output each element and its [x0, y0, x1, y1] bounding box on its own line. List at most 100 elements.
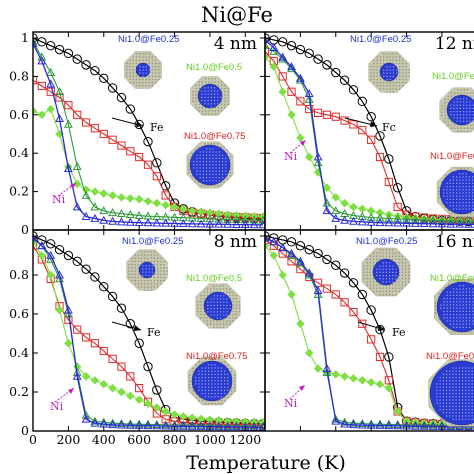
atom-dot [466, 111, 468, 113]
atom-dot [392, 249, 394, 251]
atom-dot [472, 179, 474, 181]
atom-dot [471, 386, 473, 388]
atom-dot [134, 264, 136, 266]
atom-dot [142, 69, 144, 71]
atom-dot [155, 82, 157, 84]
atom-dot [376, 268, 378, 270]
atom-dot [459, 98, 461, 100]
atom-dot [449, 307, 451, 309]
plot-area: Ni1.0@Fe0.25Ni1.0@Fe0.5Ni1.0@Fe0.75FeNi8… [33, 231, 265, 431]
atom-dot [446, 377, 448, 379]
atom-dot [370, 72, 372, 74]
atom-dot [446, 396, 448, 398]
atom-dot [453, 307, 455, 309]
atom-dot [463, 168, 466, 170]
atom-dot [220, 396, 222, 398]
data-point [73, 179, 82, 189]
atom-dot [199, 154, 201, 156]
atom-dot [192, 367, 194, 370]
data-point [63, 163, 73, 172]
atom-dot [379, 66, 382, 68]
atom-dot [444, 286, 447, 288]
data-point [287, 257, 296, 266]
atom-dot [383, 69, 385, 71]
atom-dot [201, 184, 203, 187]
atom-dot [386, 82, 388, 84]
atom-dot [402, 78, 404, 81]
atom-dot [189, 377, 191, 379]
atom-dot [216, 320, 218, 322]
atom-dot [382, 278, 384, 280]
atom-dot [135, 53, 138, 55]
atom-dot [467, 213, 469, 215]
atom-dot [212, 177, 214, 179]
atom-dot [235, 301, 237, 303]
data-point [135, 384, 144, 393]
atom-dot [235, 314, 237, 316]
atom-dot [214, 389, 216, 391]
data-point [340, 198, 349, 208]
atom-dot [446, 294, 448, 296]
atom-dot [446, 189, 448, 191]
atom-dot [465, 380, 467, 382]
atom-dot [220, 311, 222, 313]
atom-dot [373, 72, 375, 74]
atom-dot [389, 82, 391, 84]
data-point [117, 387, 126, 397]
atom-dot [217, 370, 219, 372]
atom-dot [469, 301, 471, 303]
atom-dot [471, 412, 473, 414]
atom-dot [386, 85, 388, 87]
data-point [179, 412, 188, 421]
atom-dot [155, 75, 157, 77]
y-tick-label: 0.6 [9, 107, 29, 122]
atom-dot [383, 82, 385, 84]
atom-dot [462, 373, 464, 375]
data-point [152, 403, 162, 412]
atom-dot [210, 320, 212, 322]
atom-dot [224, 373, 226, 375]
atom-dot [200, 314, 202, 316]
atom-dot [388, 255, 391, 257]
atom-dot [459, 176, 461, 178]
atom-dot [226, 320, 228, 322]
atom-dot [465, 288, 467, 290]
data-point [81, 211, 91, 220]
atom-dot [439, 383, 441, 385]
atom-dot [194, 178, 196, 180]
atom-dot [442, 386, 444, 388]
ni-label: Ni [284, 397, 298, 410]
atom-dot [442, 383, 444, 385]
atom-dot [446, 402, 448, 404]
atom-dot [158, 78, 160, 81]
data-point [357, 96, 368, 107]
atom-dot [201, 393, 203, 395]
atom-dot [203, 291, 205, 293]
atom-dot [395, 262, 397, 264]
data-point [384, 352, 394, 362]
atom-dot [453, 301, 455, 303]
atom-dot [163, 260, 165, 263]
data-point [161, 218, 171, 227]
data-point [331, 67, 341, 78]
atom-dot [453, 326, 455, 328]
atom-dot [460, 168, 462, 170]
atom-dot [449, 373, 451, 375]
atom-dot [226, 323, 228, 325]
atom-dot [214, 78, 216, 80]
atom-dot [471, 383, 473, 385]
atom-dot [370, 75, 372, 77]
atom-dot [472, 298, 474, 300]
atom-dot [405, 66, 407, 68]
atom-dot [457, 92, 459, 94]
atom-dot [438, 190, 440, 192]
atom-dot [373, 78, 375, 81]
atom-dot [135, 85, 138, 87]
panel-4: Ni1.0@Fe0.25Ni1.0@Fe0.5Ni1.0@Fe0.75FeNi1… [264, 229, 474, 432]
atom-dot [238, 310, 241, 313]
atom-dot [201, 107, 204, 109]
atom-dot [220, 308, 222, 310]
atom-dot [386, 66, 388, 68]
atom-dot [150, 286, 152, 288]
atom-dot [212, 161, 214, 163]
